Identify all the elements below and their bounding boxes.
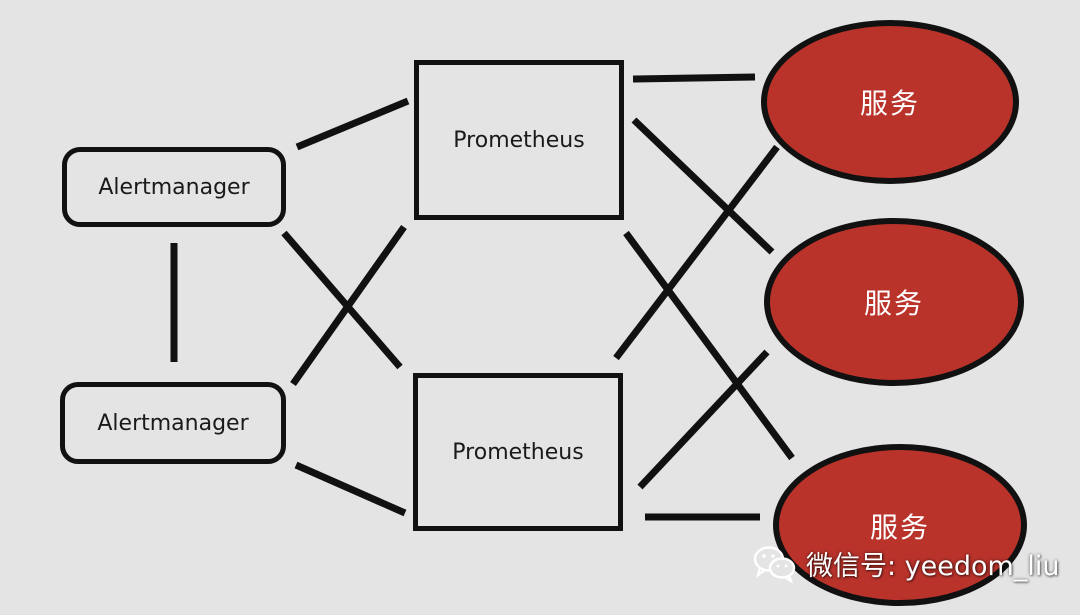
service-label: 服务 xyxy=(863,287,924,320)
prometheus-label: Prometheus xyxy=(453,127,585,153)
service-node-3: 服务 xyxy=(773,444,1027,606)
link-am1-prom2 xyxy=(281,230,403,370)
wechat-icon xyxy=(753,546,796,583)
alertmanager-label: Alertmanager xyxy=(97,410,249,436)
link-prom2-svc1 xyxy=(613,144,780,361)
service-node-1: 服务 xyxy=(761,20,1019,184)
alertmanager-label: Alertmanager xyxy=(98,174,250,200)
link-prom1-svc2 xyxy=(631,117,775,255)
link-am2-prom1 xyxy=(290,224,407,387)
link-prom1-svc3 xyxy=(623,230,795,461)
prometheus-label: Prometheus xyxy=(452,439,584,465)
service-label: 服务 xyxy=(859,87,920,120)
alertmanager-node-1: Alertmanager xyxy=(62,147,286,227)
link-am1-prom1 xyxy=(295,97,410,151)
service-label: 服务 xyxy=(869,511,930,544)
link-prom2-svc2 xyxy=(637,349,770,490)
service-node-2: 服务 xyxy=(764,218,1024,386)
prometheus-node-2: Prometheus xyxy=(413,373,623,531)
link-am2-prom2 xyxy=(294,461,407,517)
prometheus-node-1: Prometheus xyxy=(414,60,624,220)
link-prom1-svc1 xyxy=(632,73,756,83)
watermark: 微信号: yeedom_liu xyxy=(752,543,1059,583)
watermark-text: 微信号: yeedom_liu xyxy=(806,550,1060,582)
alertmanager-node-2: Alertmanager xyxy=(60,382,286,464)
